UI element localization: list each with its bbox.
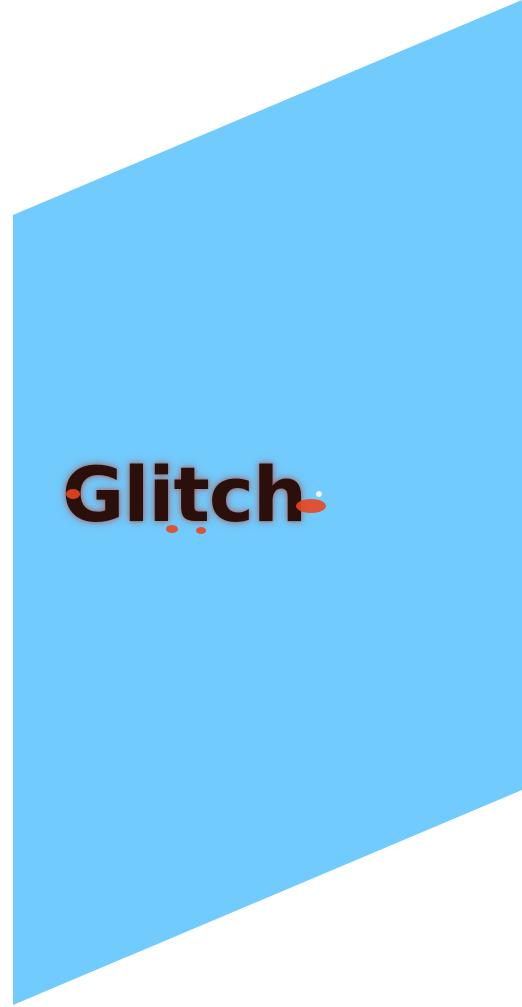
logo-wordmark: Glitch xyxy=(62,450,307,539)
glitch-logo: Glitch xyxy=(58,455,348,555)
splash-panel-shape xyxy=(13,0,522,1005)
logo-eye-icon xyxy=(316,491,322,497)
